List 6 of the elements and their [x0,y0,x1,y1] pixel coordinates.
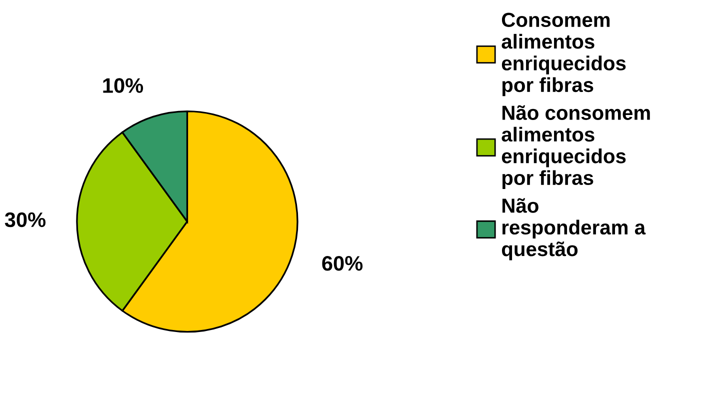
data-label: 60% [322,256,363,271]
legend-label: Não consomem alimentos enriquecidos por fibras [502,105,650,189]
data-label: 10% [103,78,144,93]
legend-label: Consomem alimentos enriquecidos por fibras [502,12,626,96]
legend-label: Não responderam a questão [502,198,646,260]
data-label: 30% [4,212,46,228]
